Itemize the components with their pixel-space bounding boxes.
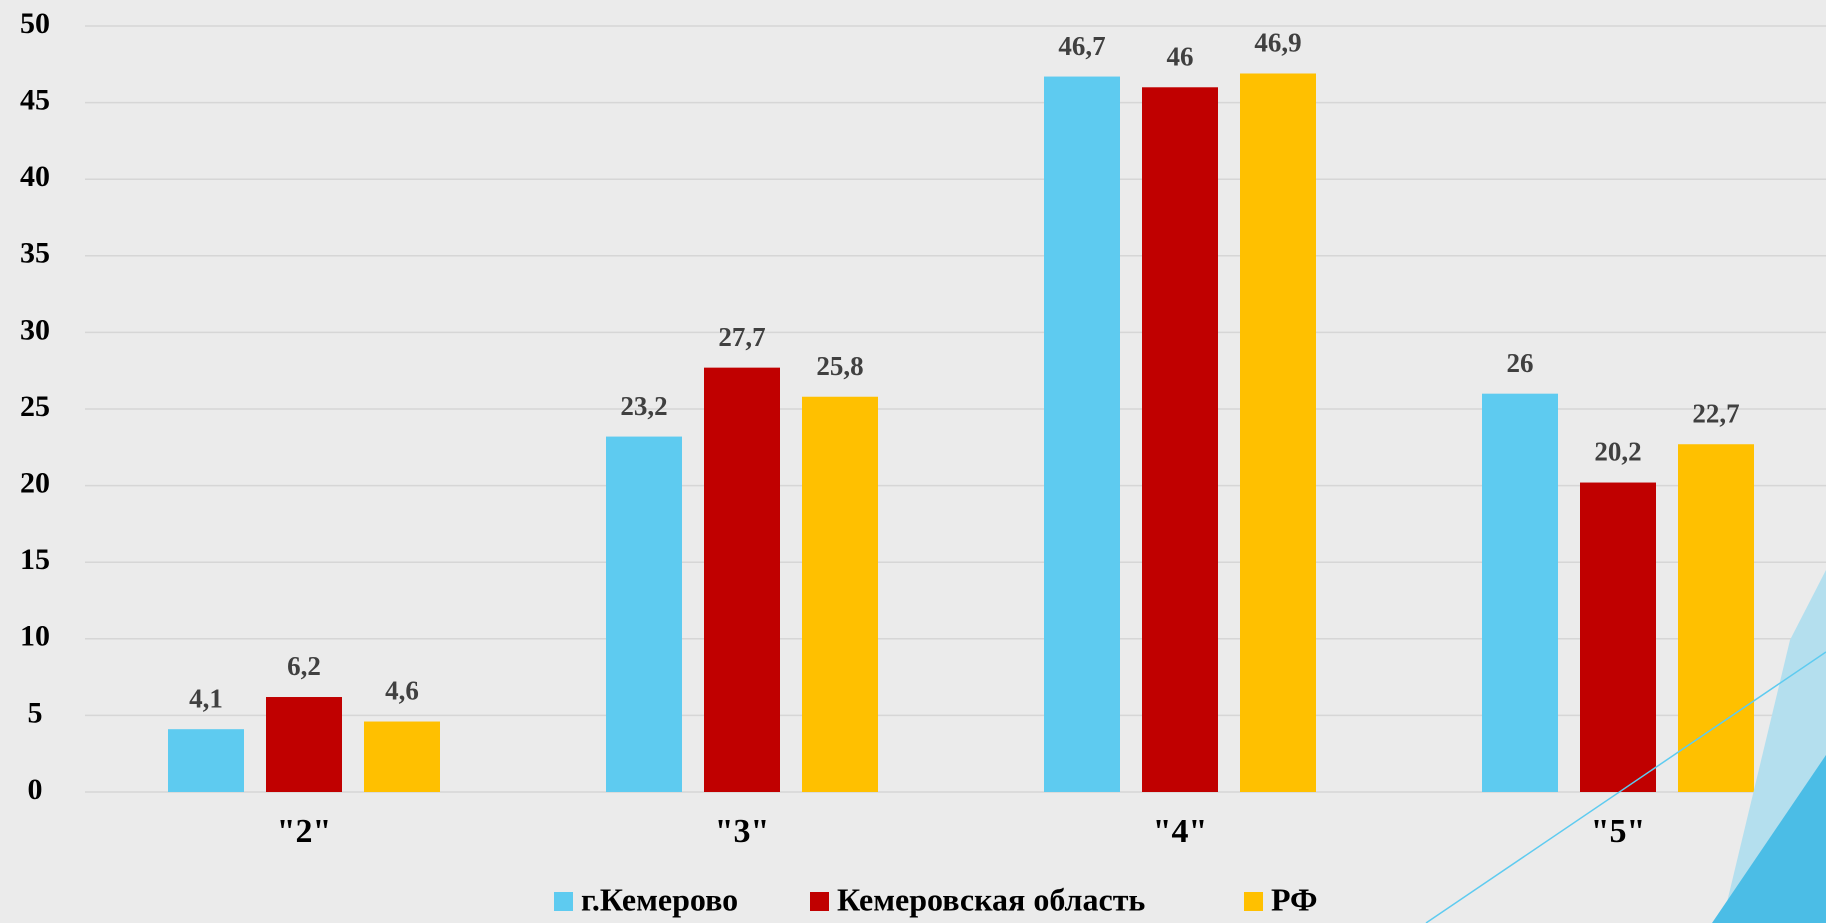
value-label: 46,7 <box>1058 31 1105 61</box>
value-label: 23,2 <box>620 391 667 421</box>
y-tick-label: 10 <box>20 620 50 653</box>
bar <box>1580 482 1656 792</box>
y-tick-label: 45 <box>20 83 50 116</box>
bar <box>1044 76 1120 792</box>
x-tick-label: "3" <box>715 813 770 850</box>
value-label: 27,7 <box>718 322 765 352</box>
bar <box>1142 87 1218 792</box>
value-label: 22,7 <box>1692 398 1739 428</box>
deco-line <box>1425 651 1826 923</box>
y-tick-label: 25 <box>20 390 50 423</box>
bar <box>266 697 342 792</box>
bar <box>364 721 440 792</box>
legend-swatch <box>554 892 573 911</box>
legend-label: РФ <box>1271 881 1317 917</box>
legend-swatch <box>810 892 829 911</box>
y-tick-label: 15 <box>20 543 50 576</box>
bar <box>606 436 682 792</box>
x-tick-label: "2" <box>277 813 332 850</box>
y-tick-label: 50 <box>20 7 50 40</box>
y-tick-label: 35 <box>20 237 50 270</box>
bar <box>1240 73 1316 792</box>
legend-swatch <box>1244 892 1263 911</box>
y-tick-label: 20 <box>20 466 50 499</box>
value-label: 6,2 <box>287 651 321 681</box>
y-tick-label: 0 <box>28 773 43 806</box>
bar <box>1482 393 1558 792</box>
decoration <box>1425 570 1826 923</box>
x-tick-label: "4" <box>1153 813 1208 850</box>
value-label: 46,9 <box>1254 28 1301 58</box>
value-label: 46 <box>1167 41 1194 71</box>
value-label: 26 <box>1507 348 1534 378</box>
value-label: 20,2 <box>1594 437 1641 467</box>
dark-triangle <box>1712 755 1826 923</box>
value-label: 25,8 <box>816 351 863 381</box>
bar <box>704 367 780 792</box>
bar <box>802 396 878 792</box>
legend-label: г.Кемерово <box>581 881 738 917</box>
bar <box>1678 444 1754 792</box>
y-tick-label: 5 <box>28 696 43 729</box>
y-tick-label: 30 <box>20 313 50 346</box>
x-tick-label: "5" <box>1591 813 1646 850</box>
bar <box>168 729 244 792</box>
legend-label: Кемеровская область <box>837 881 1145 917</box>
y-tick-label: 40 <box>20 160 50 193</box>
value-label: 4,1 <box>189 683 223 713</box>
value-label: 4,6 <box>385 676 419 706</box>
